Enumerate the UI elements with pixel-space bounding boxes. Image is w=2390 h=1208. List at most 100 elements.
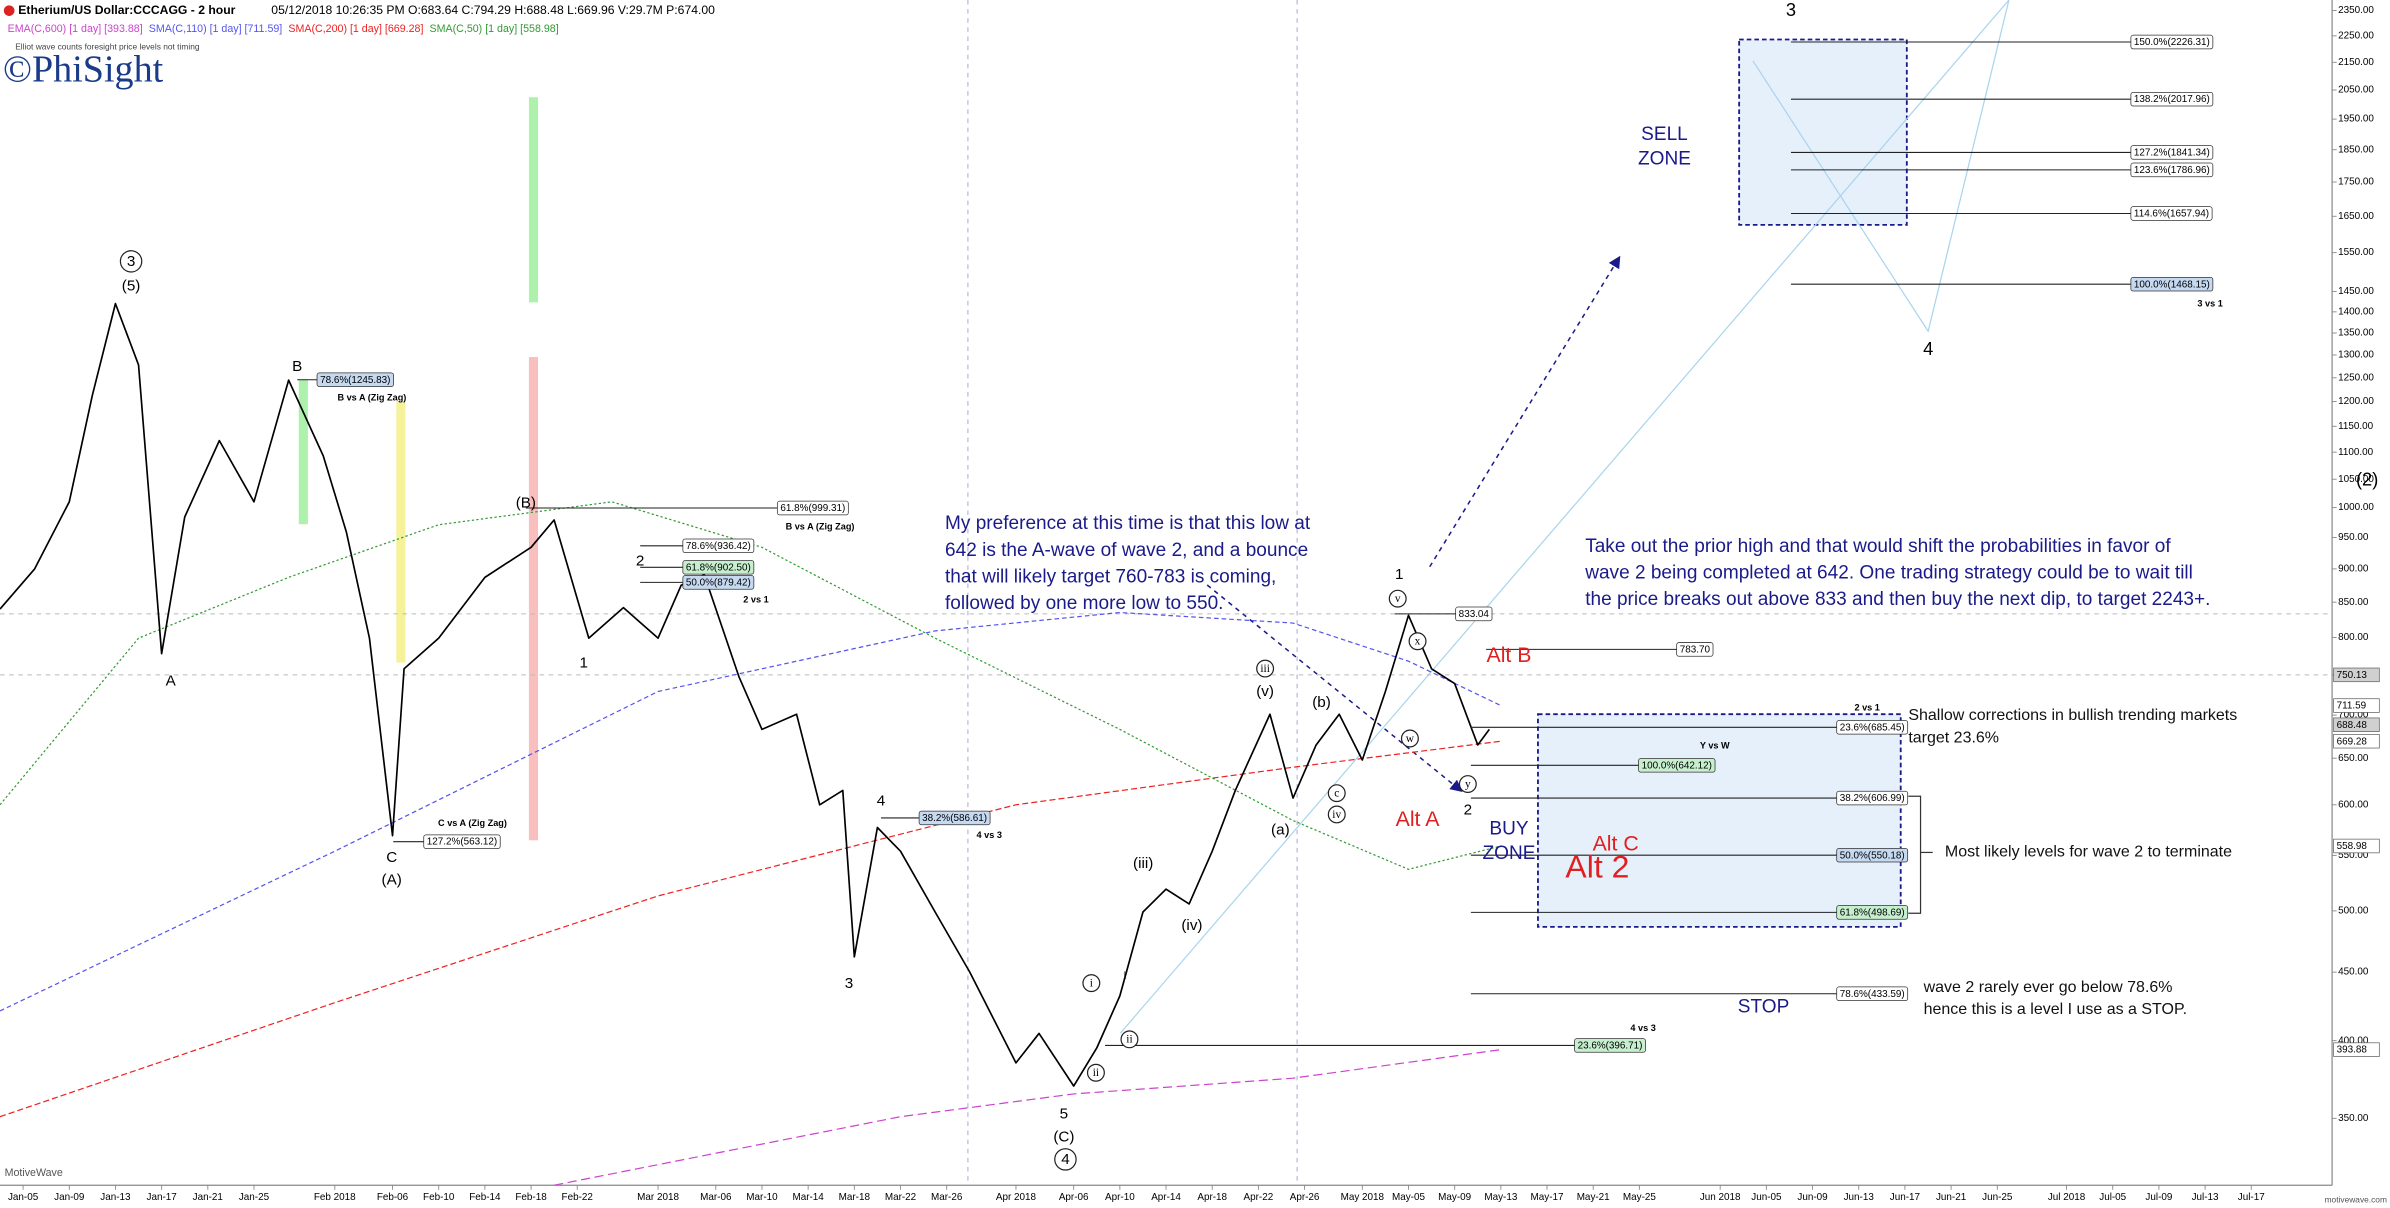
y-tick-label: 1050.00 bbox=[2338, 474, 2374, 485]
wave-circle bbox=[1327, 805, 1346, 824]
x-tick-label: Jun-17 bbox=[1890, 1192, 1920, 1203]
fib-label: 127.2%(1841.34) bbox=[2134, 148, 2210, 159]
annotation-text: My preference at this time is that this … bbox=[945, 513, 1311, 534]
bracket bbox=[1908, 795, 1922, 914]
annotation-text: ZONE bbox=[1638, 149, 1691, 170]
x-tick-label: May-09 bbox=[1438, 1192, 1471, 1203]
note: 4 vs 3 bbox=[1630, 1023, 1655, 1033]
alt-label: Alt B bbox=[1486, 643, 1531, 667]
y-tick-label: 1650.00 bbox=[2338, 211, 2374, 222]
y-tick-label: 450.00 bbox=[2338, 967, 2369, 978]
x-tick-label: May-21 bbox=[1577, 1192, 1610, 1203]
wave-label: (2) bbox=[2356, 469, 2378, 490]
annotation-text: the price breaks out above 833 and then … bbox=[1585, 589, 2210, 610]
legend-entry: SMA(C,200) [1 day] [669.28] bbox=[288, 23, 423, 35]
x-tick-label: Apr-06 bbox=[1059, 1192, 1089, 1203]
watermark: MotiveWave bbox=[5, 1167, 63, 1179]
wave-label: 1 bbox=[580, 654, 588, 671]
wave-circle bbox=[1120, 1030, 1139, 1049]
fib-label-box bbox=[682, 575, 755, 590]
y-tick-label: 1300.00 bbox=[2338, 350, 2374, 361]
wave-circle bbox=[1458, 775, 1477, 794]
wave-label: 3 bbox=[845, 975, 853, 992]
fib-label: 833.04 bbox=[1459, 609, 1490, 620]
moving-average bbox=[0, 740, 1501, 1118]
x-tick-label: Mar-06 bbox=[700, 1192, 732, 1203]
x-tick-label: Feb 2018 bbox=[314, 1192, 356, 1203]
x-tick-label: Jul-05 bbox=[2099, 1192, 2126, 1203]
note: 2 vs 1 bbox=[743, 595, 768, 605]
fib-label: 61.8%(999.31) bbox=[780, 503, 845, 514]
note: 3 vs 1 bbox=[2197, 298, 2222, 308]
x-tick-label: Apr-26 bbox=[1290, 1192, 1320, 1203]
wave-label: (5) bbox=[122, 277, 141, 294]
wave-label: (v) bbox=[1256, 683, 1274, 700]
fib-label: 123.6%(1786.96) bbox=[2134, 165, 2210, 176]
wave-circle bbox=[1408, 632, 1427, 651]
fib-label-box bbox=[918, 810, 991, 826]
x-tick-label: Feb-10 bbox=[423, 1192, 455, 1203]
x-tick-label: Feb-18 bbox=[515, 1192, 547, 1203]
alt-label: Alt C bbox=[1593, 831, 1639, 855]
wave-circle bbox=[1327, 784, 1346, 803]
fib-label-box bbox=[1638, 758, 1716, 773]
wave-label: iv bbox=[1332, 809, 1341, 821]
x-tick-label: Jul-09 bbox=[2145, 1192, 2172, 1203]
y-tick-label: 1100.00 bbox=[2338, 447, 2374, 458]
x-tick-label: Apr-18 bbox=[1197, 1192, 1227, 1203]
arrow bbox=[1429, 255, 1621, 568]
y-tick-label: 1150.00 bbox=[2338, 421, 2374, 432]
y-tick-label: 1750.00 bbox=[2338, 177, 2374, 188]
y-tick-label: 2050.00 bbox=[2338, 85, 2374, 96]
y-tick-label: 1000.00 bbox=[2338, 502, 2374, 513]
fib-label-box bbox=[1574, 1038, 1646, 1053]
wave-label: 4 bbox=[877, 793, 886, 810]
price-tag: 750.13 bbox=[2337, 670, 2368, 681]
fib-label-box bbox=[1836, 905, 1909, 920]
y-tick-label: 1550.00 bbox=[2338, 247, 2374, 258]
y-tick-label: 2150.00 bbox=[2338, 57, 2374, 68]
annotation-text: hence this is a level I use as a STOP. bbox=[1924, 1001, 2187, 1018]
wave-label: C bbox=[386, 849, 397, 866]
price-tag: 711.59 bbox=[2337, 701, 2367, 712]
wave-label: iii bbox=[1260, 663, 1270, 675]
alt-label: Alt A bbox=[1396, 807, 1441, 831]
wave-label: (C) bbox=[1053, 1128, 1074, 1145]
moving-average bbox=[0, 611, 1502, 1012]
footer: motivewave.com bbox=[2325, 1195, 2387, 1205]
wave-label: v bbox=[1395, 593, 1401, 605]
wave-label: 3 bbox=[127, 253, 135, 270]
wave-circle bbox=[1400, 729, 1419, 748]
fib-label: 100.0%(1468.15) bbox=[2134, 279, 2210, 290]
x-tick-label: Jun 2018 bbox=[1700, 1192, 1741, 1203]
price-tag-box bbox=[2333, 667, 2380, 683]
annotation-text: Shallow corrections in bullish trending … bbox=[1908, 707, 2237, 724]
price-tag: 393.88 bbox=[2337, 1045, 2368, 1056]
buy-zone bbox=[1537, 713, 1902, 928]
wave-label: ii bbox=[1093, 1067, 1099, 1079]
fib-label: 50.0%(879.42) bbox=[686, 577, 751, 588]
annotation-text: wave 2 rarely ever go below 78.6% bbox=[1923, 979, 2173, 996]
annotation-text: 642 is the A-wave of wave 2, and a bounc… bbox=[945, 540, 1308, 561]
wave-label: i bbox=[1123, 970, 1126, 982]
fib-label: 50.0%(550.18) bbox=[1840, 850, 1905, 861]
wave-label: 2 bbox=[1464, 802, 1472, 819]
disclaimer: Elliot wave counts foresight price level… bbox=[15, 41, 200, 51]
wave-label: (iii) bbox=[1133, 855, 1153, 872]
y-tick-label: 550.00 bbox=[2338, 850, 2369, 861]
x-tick-label: Jun-25 bbox=[1982, 1192, 2013, 1203]
y-tick-label: 400.00 bbox=[2338, 1035, 2369, 1046]
fib-label: 138.2%(2017.96) bbox=[2134, 94, 2210, 105]
fib-label-box bbox=[1836, 847, 1909, 863]
x-tick-label: Feb-06 bbox=[377, 1192, 409, 1203]
x-tick-label: Jun-09 bbox=[1797, 1192, 1828, 1203]
sell-zone bbox=[1738, 38, 1908, 226]
price-tag: 558.98 bbox=[2337, 841, 2368, 852]
y-tick-label: 800.00 bbox=[2338, 632, 2369, 643]
x-tick-label: Jun-21 bbox=[1936, 1192, 1967, 1203]
x-tick-label: Jan-05 bbox=[8, 1192, 39, 1203]
legend: EMA(C,600) [1 day] [393.88] SMA(C,110) [1… bbox=[8, 23, 559, 35]
fib-label-box bbox=[1676, 642, 1714, 657]
wave-label: A bbox=[166, 673, 177, 690]
fib-label: 38.2%(586.61) bbox=[922, 813, 987, 824]
